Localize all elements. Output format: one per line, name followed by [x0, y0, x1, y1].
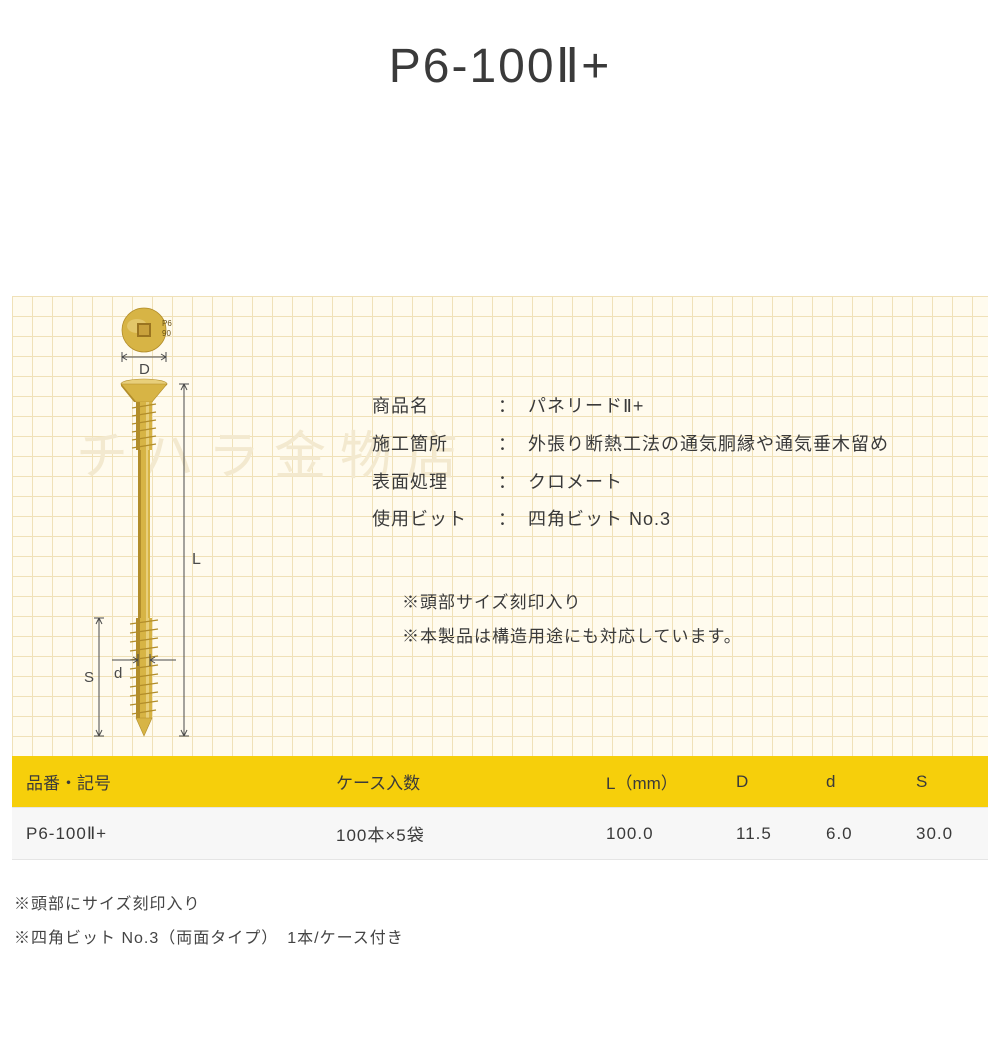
table-header: d [812, 756, 902, 808]
table-header: D [722, 756, 812, 808]
table-header-row: 品番・記号 ケース入数 L（mm） D d S [12, 756, 988, 808]
spec-row: 使用ビット ： 四角ビット No.3 [372, 501, 889, 539]
table-cell: 100本×5袋 [322, 808, 592, 860]
table-header: L（mm） [592, 756, 722, 808]
spec-notes: ※頭部サイズ刻印入り ※本製品は構造用途にも対応しています。 [402, 586, 742, 654]
svg-text:P6: P6 [162, 319, 172, 328]
note-line: ※本製品は構造用途にも対応しています。 [402, 620, 742, 654]
table-cell: 11.5 [722, 808, 812, 860]
screw-diagram: P6 90 D [84, 304, 234, 744]
svg-text:D: D [139, 361, 150, 378]
spec-value: 外張り断熱工法の通気胴縁や通気垂木留め [528, 426, 889, 464]
spec-value: パネリードⅡ+ [528, 388, 644, 426]
spec-label: 施工箇所 [372, 426, 498, 464]
svg-text:L: L [192, 551, 201, 568]
spec-value: クロメート [528, 464, 623, 502]
table-cell: 100.0 [592, 808, 722, 860]
spec-row: 商品名 ： パネリードⅡ+ [372, 388, 889, 426]
footer-notes: ※頭部にサイズ刻印入り ※四角ビット No.3（両面タイプ） 1本/ケース付き [14, 888, 404, 955]
main-diagram-area: チハラ金物店 P6 90 D [12, 296, 988, 756]
svg-text:S: S [84, 669, 94, 686]
spec-label: 使用ビット [372, 501, 498, 539]
table-cell: 6.0 [812, 808, 902, 860]
table-row: P6-100Ⅱ+ 100本×5袋 100.0 11.5 6.0 30.0 [12, 808, 988, 860]
page-title: P6-100Ⅱ+ [0, 38, 1000, 94]
footer-note-line: ※四角ビット No.3（両面タイプ） 1本/ケース付き [14, 922, 404, 956]
svg-text:d: d [114, 665, 122, 682]
table-header: 品番・記号 [12, 756, 322, 808]
spec-list: 商品名 ： パネリードⅡ+ 施工箇所 ： 外張り断熱工法の通気胴縁や通気垂木留め… [372, 388, 889, 539]
spec-row: 施工箇所 ： 外張り断熱工法の通気胴縁や通気垂木留め [372, 426, 889, 464]
note-line: ※頭部サイズ刻印入り [402, 586, 742, 620]
table-header: ケース入数 [322, 756, 592, 808]
footer-note-line: ※頭部にサイズ刻印入り [14, 888, 404, 922]
spec-label: 表面処理 [372, 464, 498, 502]
table-header: S [902, 756, 988, 808]
spec-value: 四角ビット No.3 [528, 501, 671, 539]
svg-text:90: 90 [162, 329, 171, 338]
spec-label: 商品名 [372, 388, 498, 426]
table-cell: P6-100Ⅱ+ [12, 808, 322, 860]
spec-table: 品番・記号 ケース入数 L（mm） D d S P6-100Ⅱ+ 100本×5袋… [12, 756, 988, 860]
table-cell: 30.0 [902, 808, 988, 860]
spec-row: 表面処理 ： クロメート [372, 464, 889, 502]
